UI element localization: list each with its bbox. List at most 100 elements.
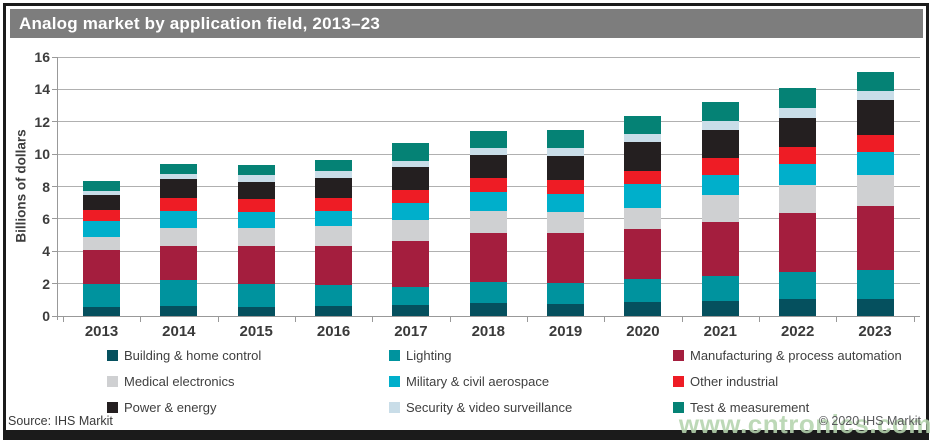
legend-swatch-icon bbox=[107, 401, 118, 413]
bar-segment-2015-series3 bbox=[237, 227, 275, 247]
bar-segment-2019-series2 bbox=[547, 233, 585, 283]
legend-label: Medical electronics bbox=[124, 373, 235, 389]
bar-segment-2023-series1 bbox=[856, 269, 894, 299]
bar-segment-2014-series8 bbox=[160, 163, 198, 175]
bar-segment-2019-series4 bbox=[547, 193, 585, 213]
bar-segment-2017-series1 bbox=[392, 286, 430, 305]
bar-segment-2020-series7 bbox=[624, 133, 662, 142]
bar-segment-2022-series3 bbox=[779, 184, 817, 214]
x-axis-category-label: 2019 bbox=[548, 323, 583, 340]
x-axis-line bbox=[58, 316, 920, 317]
bar-segment-2014-series6 bbox=[160, 179, 198, 198]
x-axis-category-label: 2023 bbox=[858, 323, 892, 340]
bar-segment-2018-series3 bbox=[469, 210, 507, 233]
bar-segment-2017-series3 bbox=[392, 220, 430, 241]
bar-segment-2019-series6 bbox=[547, 155, 585, 181]
legend-item: Security & video surveillance bbox=[389, 399, 673, 415]
bar-segment-2018-series4 bbox=[469, 192, 507, 211]
legend-swatch-icon bbox=[673, 401, 684, 413]
y-axis-tick bbox=[52, 283, 58, 285]
bar-segment-2015-series2 bbox=[237, 246, 275, 284]
bar-segment-2021-series8 bbox=[701, 102, 739, 121]
bar-segment-2023-series6 bbox=[856, 99, 894, 135]
bar-segment-2019-series1 bbox=[547, 282, 585, 304]
bar-segment-2021-series5 bbox=[701, 158, 739, 176]
bar-segment-2023-series7 bbox=[856, 90, 894, 100]
y-axis-tick bbox=[52, 250, 58, 252]
bar-segment-2014-series4 bbox=[160, 210, 198, 228]
legend-item: Military & civil aerospace bbox=[389, 373, 673, 389]
x-axis-category-label: 2016 bbox=[316, 323, 351, 340]
y-axis-tick bbox=[52, 121, 58, 123]
x-axis-category-label: 2018 bbox=[471, 323, 505, 340]
bar-segment-2016-series3 bbox=[315, 226, 353, 247]
bar-segment-2019-series5 bbox=[547, 180, 585, 194]
legend-item: Other industrial bbox=[673, 374, 933, 389]
y-axis-tick-label: 2 bbox=[42, 275, 50, 292]
y-axis-line bbox=[57, 57, 58, 320]
x-axis-tick bbox=[140, 317, 142, 322]
bar-segment-2021-series1 bbox=[701, 275, 739, 301]
legend-swatch-icon bbox=[673, 375, 684, 387]
bar-segment-2020-series8 bbox=[624, 116, 662, 134]
x-axis-tick bbox=[681, 317, 683, 322]
bar-segment-2015-series6 bbox=[237, 181, 275, 200]
bar-segment-2022-series6 bbox=[779, 117, 817, 147]
bar-segment-2014-series1 bbox=[160, 280, 198, 307]
legend-label: Building & home control bbox=[124, 347, 262, 363]
legend-item: Building & home control bbox=[107, 347, 389, 363]
bar-segment-2015-series5 bbox=[237, 199, 275, 213]
legend-label: Manufacturing & process automation bbox=[690, 347, 902, 363]
x-axis-category-label: 2015 bbox=[239, 323, 273, 340]
bar-segment-2016-series7 bbox=[315, 171, 353, 178]
legend-label: Military & civil aerospace bbox=[406, 373, 550, 389]
bar-segment-2013-series3 bbox=[83, 236, 120, 251]
bar-segment-2018-series0 bbox=[469, 303, 507, 316]
y-axis-tick bbox=[52, 186, 58, 187]
bar-segment-2019-series3 bbox=[547, 212, 585, 234]
bar-segment-2023-series3 bbox=[856, 175, 894, 206]
x-axis-category-label: 2013 bbox=[84, 323, 119, 340]
y-axis-tick bbox=[52, 315, 58, 317]
y-axis-tick-label: 6 bbox=[42, 210, 50, 227]
legend-item: Manufacturing & process automation bbox=[673, 347, 933, 363]
bar-segment-2022-series7 bbox=[779, 107, 817, 118]
bar-segment-2021-series2 bbox=[701, 222, 739, 276]
legend-label: Security & video surveillance bbox=[406, 399, 573, 415]
bar-segment-2023-series5 bbox=[856, 134, 894, 152]
legend-item: Lighting bbox=[389, 347, 673, 363]
x-axis-tick bbox=[836, 317, 838, 322]
bar-segment-2023-series2 bbox=[856, 205, 894, 270]
bar-segment-2017-series5 bbox=[392, 189, 430, 204]
copyright-note: © 2020 IHS Markit bbox=[818, 414, 921, 428]
bar-segment-2018-series5 bbox=[469, 178, 507, 193]
x-axis-tick bbox=[604, 317, 606, 322]
bar-segment-2015-series7 bbox=[237, 175, 275, 182]
bar-segment-2021-series3 bbox=[701, 195, 739, 223]
bar-segment-2018-series6 bbox=[469, 154, 507, 179]
legend-label: Lighting bbox=[406, 347, 452, 363]
bar-segment-2017-series2 bbox=[392, 240, 430, 287]
y-axis-title: Billions of dollars bbox=[13, 129, 29, 243]
x-axis-tick bbox=[217, 317, 219, 322]
y-axis-tick-label: 0 bbox=[42, 308, 50, 324]
y-axis-tick-label: 14 bbox=[34, 81, 50, 98]
bar-segment-2022-series8 bbox=[779, 87, 817, 108]
bar-segment-2016-series0 bbox=[315, 306, 353, 316]
x-axis-tick bbox=[372, 317, 374, 322]
y-axis-tick-label: 12 bbox=[34, 113, 50, 130]
bar-segment-2022-series1 bbox=[779, 272, 817, 299]
bar-segment-2022-series5 bbox=[779, 146, 817, 164]
bar-segment-2016-series8 bbox=[315, 159, 353, 172]
y-axis-tick-label: 4 bbox=[42, 243, 50, 260]
bar-segment-2020-series5 bbox=[624, 171, 662, 185]
bar-segment-2023-series4 bbox=[856, 151, 894, 176]
y-axis-tick-label: 16 bbox=[34, 49, 50, 65]
x-axis-tick bbox=[913, 317, 915, 322]
legend-item: Power & energy bbox=[107, 400, 389, 415]
x-axis-category-label: 2020 bbox=[626, 323, 660, 340]
bar-segment-2020-series4 bbox=[624, 184, 662, 209]
bar-segment-2015-series4 bbox=[237, 212, 275, 228]
x-axis-category-label: 2021 bbox=[703, 323, 737, 340]
